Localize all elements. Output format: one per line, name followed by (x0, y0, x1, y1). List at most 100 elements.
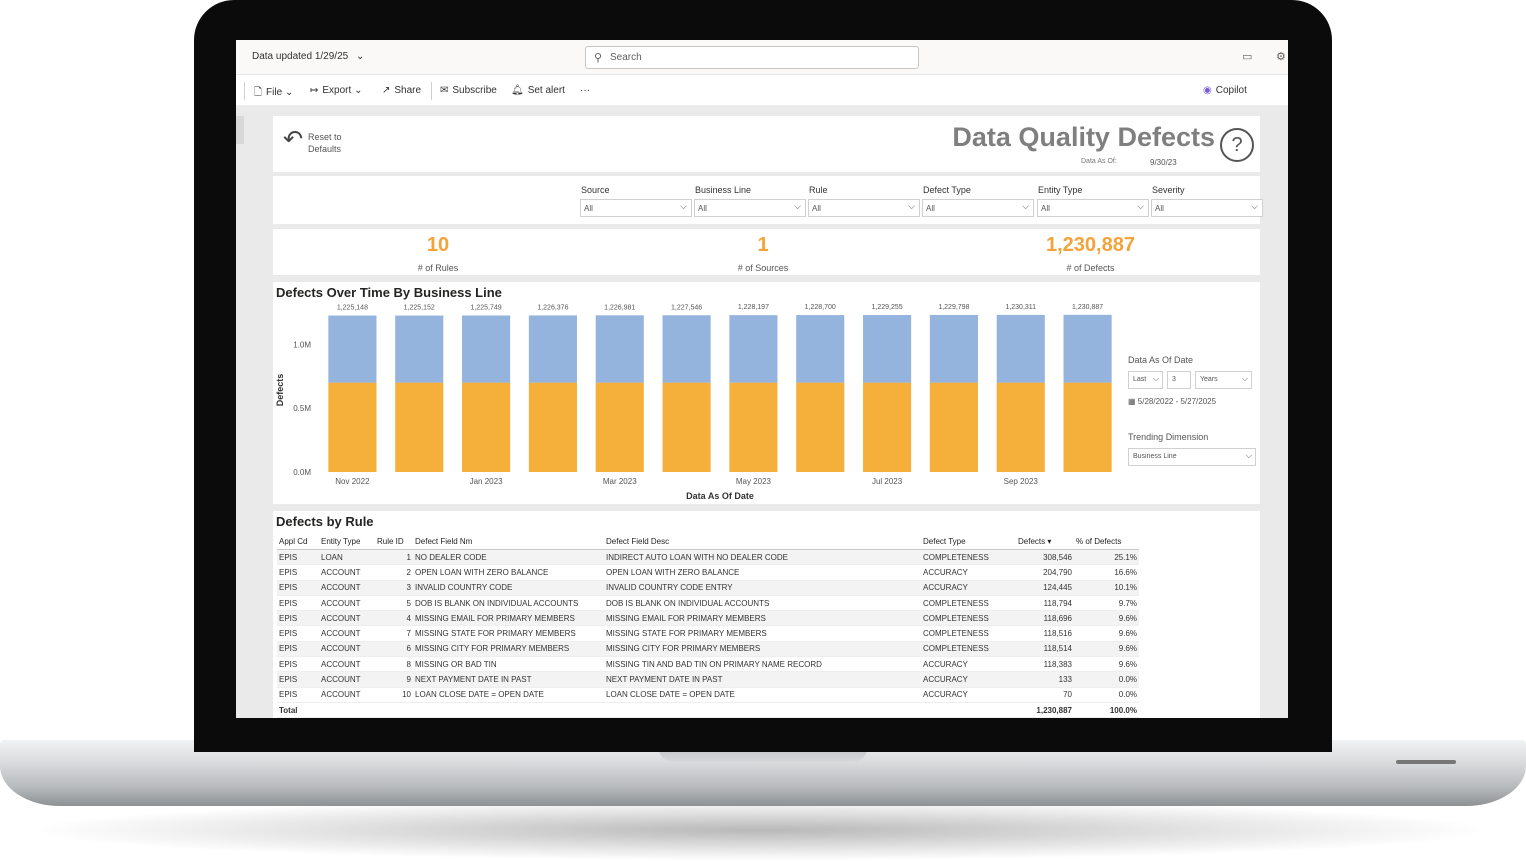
filter-value: All (698, 204, 707, 213)
table-row[interactable]: EPIS ACCOUNT 9 NEXT PAYMENT DATE IN PAST NEX… (277, 671, 1139, 688)
chevron-down-icon: ⌵ (1022, 201, 1029, 211)
filter-select-business-line[interactable]: All ⌵ (694, 199, 806, 217)
page-title: Data Quality Defects (952, 122, 1215, 152)
table-cell: ACCOUNT (319, 687, 375, 703)
settings-icon[interactable]: ⚙ (1276, 51, 1286, 63)
table-cell: COMPLETENESS (921, 595, 1016, 612)
bar-segment-lower (929, 382, 978, 472)
bar-total-label: 1,225,749 (471, 304, 502, 311)
file-label: File (266, 87, 283, 98)
table-cell: 70 (1016, 687, 1074, 703)
chevron-down-icon: ⌵ (1241, 374, 1248, 383)
date-range-readout: ▦ 5/28/2022 - 5/27/2025 (1128, 397, 1216, 406)
table-row[interactable]: EPIS ACCOUNT 7 MISSING STATE FOR PRIMARY ME… (277, 625, 1139, 642)
date-filter-label: Data As Of Date (1128, 355, 1194, 365)
table-cell: MISSING CITY FOR PRIMARY MEMBERS (604, 641, 921, 658)
copilot-label: Copilot (1215, 85, 1247, 96)
chart-title: Defects Over Time By Business Line (276, 285, 502, 300)
column-header[interactable]: % of Defects (1074, 533, 1139, 550)
filter-value: All (1155, 204, 1164, 213)
search-icon: ⚲ (594, 52, 603, 64)
bar-segment-lower (729, 382, 778, 472)
set-alert-label: Set alert (527, 85, 565, 96)
table-cell: 6 (375, 641, 413, 658)
table-cell: 118,696 (1016, 610, 1074, 627)
data-as-of-label: Data As Of: (1081, 158, 1117, 165)
search-box[interactable]: ⚲ Search (585, 46, 919, 69)
table-cell: 9 (375, 671, 413, 688)
table-row[interactable]: EPIS ACCOUNT 8 MISSING OR BAD TIN MISSING TI… (277, 656, 1139, 673)
total-cell: Total (277, 701, 319, 718)
bar-segment-upper (1063, 314, 1112, 383)
table-row[interactable]: EPIS ACCOUNT 10 LOAN CLOSE DATE = OPEN DATE… (277, 687, 1139, 703)
filter-value: All (926, 204, 935, 213)
trending-dimension-select[interactable]: Business Line ⌵ (1128, 448, 1256, 466)
chevron-down-icon: ⌵ (1245, 451, 1252, 460)
subscribe-icon: ✉ (440, 85, 449, 96)
filter-select-rule[interactable]: All ⌵ (808, 199, 920, 217)
table-row[interactable]: EPIS ACCOUNT 2 OPEN LOAN WITH ZERO BALANCE O… (277, 564, 1139, 581)
notification-icon[interactable]: ▭ (1242, 51, 1253, 63)
laptop-indicator (1396, 760, 1456, 764)
table-cell: 118,794 (1016, 595, 1074, 612)
table-cell: COMPLETENESS (921, 641, 1016, 658)
bar-total-label: 1,226,981 (604, 304, 635, 311)
filter-select-entity-type[interactable]: All ⌵ (1037, 199, 1149, 217)
column-header[interactable]: Defect Type (921, 533, 1016, 550)
table-cell: EPIS (277, 549, 319, 566)
filter-select-severity[interactable]: All ⌵ (1151, 199, 1263, 217)
kpi-card: 10 # of Rules 1 # of Sources 1,230,887 #… (273, 229, 1260, 275)
trending-dimension-value: Business Line (1133, 453, 1177, 460)
filter-select-source[interactable]: All ⌵ (580, 199, 692, 217)
date-count-value: 3 (1172, 376, 1176, 383)
column-header[interactable]: Defect Field Nm (413, 533, 604, 550)
table-row[interactable]: EPIS ACCOUNT 3 INVALID COUNTRY CODE INVALID … (277, 580, 1139, 596)
table-cell: ACCURACY (921, 564, 1016, 581)
pages-pane-toggle[interactable] (236, 116, 244, 144)
column-header[interactable]: Defect Field Desc (604, 533, 921, 550)
file-menu-button[interactable]: 🗋 File ⌄ (254, 85, 293, 102)
table-row[interactable]: EPIS ACCOUNT 5 DOB IS BLANK ON INDIVIDUAL A… (277, 595, 1139, 612)
table-cell: OPEN LOAN WITH ZERO BALANCE (413, 564, 604, 581)
more-options-button[interactable]: ··· (580, 85, 590, 96)
table-cell: 9.6% (1074, 625, 1139, 642)
data-updated-dropdown[interactable]: Data updated 1/29/25 ⌄ (252, 51, 364, 62)
bar-segment-upper (929, 314, 978, 383)
table-row[interactable]: EPIS ACCOUNT 6 MISSING CITY FOR PRIMARY MEM… (277, 641, 1139, 658)
column-header[interactable]: Entity Type (319, 533, 375, 550)
table-cell: COMPLETENESS (921, 549, 1016, 566)
table-cell: 0.0% (1074, 687, 1139, 703)
filter-select-defect-type[interactable]: All ⌵ (922, 199, 1034, 217)
column-header[interactable]: Rule ID (375, 533, 413, 550)
undo-arrow-icon: ↶ (283, 126, 304, 153)
column-header[interactable]: Appl Cd (277, 533, 319, 550)
column-header-sorted[interactable]: Defects ▾ (1016, 533, 1074, 550)
x-tick-label: Jan 2023 (470, 477, 503, 486)
table-cell: ACCURACY (921, 656, 1016, 673)
table-row[interactable]: EPIS ACCOUNT 4 MISSING EMAIL FOR PRIMARY ME… (277, 610, 1139, 627)
total-cell: 100.0% (1074, 701, 1139, 718)
table-cell: INDIRECT AUTO LOAN WITH NO DEALER CODE (604, 549, 921, 566)
table-cell: ACCOUNT (319, 610, 375, 627)
table-cell: MISSING STATE FOR PRIMARY MEMBERS (413, 625, 604, 642)
table-cell: 10.1% (1074, 580, 1139, 596)
calendar-icon: ▦ (1128, 397, 1138, 406)
date-mode-select[interactable]: Last ⌵ (1128, 371, 1163, 389)
date-count-input[interactable]: 3 (1167, 371, 1191, 389)
share-button[interactable]: ↗ Share (382, 85, 421, 96)
subscribe-button[interactable]: ✉ Subscribe (440, 85, 497, 96)
set-alert-button[interactable]: 🔔︎ Set alert (511, 85, 565, 96)
table-cell: NO DEALER CODE (413, 549, 604, 566)
help-icon[interactable]: ? (1220, 128, 1254, 162)
defects-over-time-chart: 0.0M 0.5M 1.0M Defects 1,225,148 Nov 2022 1,22… (275, 304, 1112, 501)
total-cell (921, 701, 1016, 718)
table-body: EPIS LOAN 1 NO DEALER CODE INDIRECT AUTO LOA… (277, 549, 1139, 718)
date-unit-select[interactable]: Years ⌵ (1195, 371, 1252, 389)
copilot-button[interactable]: ◉ Copilot (1203, 85, 1247, 96)
export-menu-button[interactable]: ↦ Export ⌄ (310, 85, 362, 96)
table-cell: 4 (375, 610, 413, 627)
screen: Data updated 1/29/25 ⌄ ⚲ Search ▭ ⚙ 🗋 Fil… (236, 40, 1288, 718)
table-row[interactable]: EPIS LOAN 1 NO DEALER CODE INDIRECT AUTO LOA… (277, 549, 1139, 566)
date-unit-value: Years (1200, 376, 1218, 383)
y-axis-label: Defects (275, 374, 285, 407)
